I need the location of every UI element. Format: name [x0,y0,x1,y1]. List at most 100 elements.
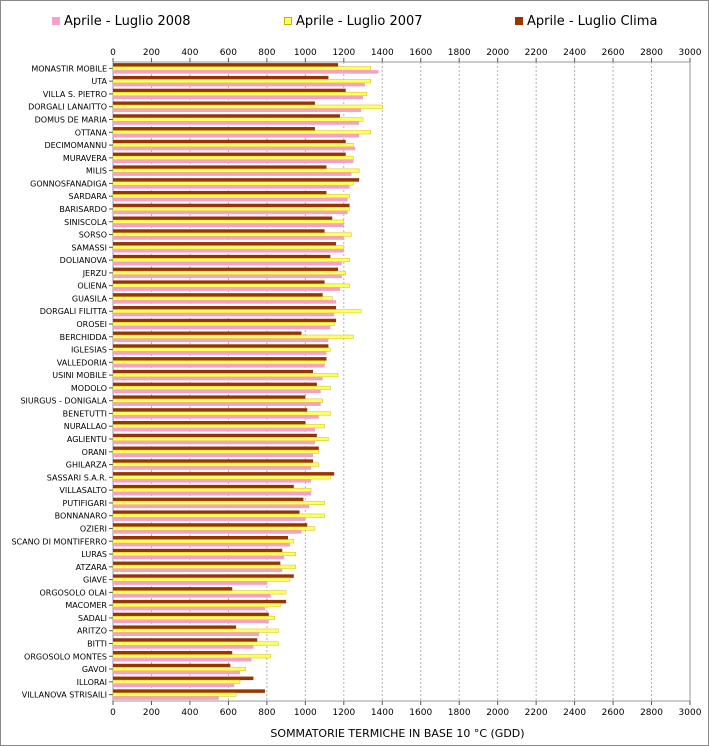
category-label: MODOLO [71,384,107,393]
bar-2008 [113,479,312,483]
bar-2008 [113,134,360,138]
x-tick-label-bottom: 1800 [448,708,471,718]
bar-2007 [112,296,333,301]
category-label: UTA [91,77,107,86]
bar-2008 [113,555,285,560]
bar-2007 [112,232,352,237]
bar-2007 [112,513,325,518]
x-tick-label-top: 2200 [525,48,548,58]
x-tick-label-top: 1600 [409,48,432,58]
bar-clima [113,369,314,374]
bar-2007 [112,411,331,416]
category-label: MURAVERA [63,154,108,163]
category-label: VILLA S. PIETRO [43,90,107,99]
x-tick-label-top: 0 [110,48,116,58]
category-label: VALLEDORIA [57,358,108,367]
bar-clima [113,510,300,514]
category-label: ILLORAI [77,678,107,687]
bar-2007 [112,488,312,493]
x-tick-label-bottom: 3000 [679,708,702,718]
bar-2007 [112,283,350,288]
x-tick-label-top: 1800 [448,48,471,58]
bar-2007 [112,462,320,467]
bar-2007 [112,130,371,135]
bar-2008 [113,504,310,509]
x-tick-label-top: 1200 [332,48,355,58]
bar-2007 [112,437,329,442]
category-label: OROSEI [76,320,107,329]
category-label: OTTANA [75,128,108,137]
legend-swatch-clima [515,17,523,25]
bar-2008 [113,261,342,266]
bar-2007 [112,679,241,684]
x-tick-label-top: 400 [181,48,198,58]
bar-clima [113,229,325,233]
bar-clima [113,267,339,272]
bar-clima [113,587,233,591]
bar-clima [113,676,254,681]
legend-label-clima: Aprile - Luglio Clima [527,13,658,29]
category-label: PUTIFIGARI [63,499,107,508]
x-tick-label-top: 3000 [679,48,702,58]
bar-clima [113,203,350,208]
x-tick-label-bottom: 800 [258,708,275,718]
x-tick-label-bottom: 1400 [371,708,394,718]
category-label: SAMASSI [71,243,107,252]
x-tick-label-top: 2000 [486,48,509,58]
bar-2008 [113,427,315,432]
bar-2007 [112,194,350,199]
category-label: SARDARA [69,192,108,201]
bar-2008 [113,491,312,496]
bar-2008 [113,683,235,688]
bar-2008 [113,453,314,458]
bar-2007 [112,66,371,71]
bar-2008 [113,159,354,164]
category-label: MONASTIR MOBILE [31,64,107,73]
bar-2008 [113,440,315,445]
category-label: SINISCOLA [64,218,107,227]
category-label: ARITZO [77,627,107,636]
bar-2008 [113,658,252,662]
bar-2008 [113,619,269,624]
bar-2008 [113,645,254,649]
legend-swatch-2008 [52,17,60,25]
bar-clima [113,548,283,553]
bar-2007 [112,321,335,326]
bar-clima [113,254,331,259]
bar-2007 [112,692,237,697]
bar-2007 [112,398,323,403]
bar-2008 [113,606,265,611]
bar-2008 [113,185,350,189]
bar-2007 [112,552,296,557]
bar-clima [113,523,308,527]
category-label: USINI MOBILE [52,371,107,380]
bar-2008 [113,274,342,279]
bar-clima [113,408,308,412]
bar-clima [113,497,304,502]
bar-clima [113,382,317,387]
bar-2008 [113,670,240,675]
bar-2008 [113,338,329,343]
bar-2007 [112,155,354,160]
bar-clima [113,242,337,246]
bar-clima [113,599,287,604]
bar-clima [113,459,314,463]
bar-clima [113,625,237,629]
category-label: AGLIENTU [67,435,107,444]
x-tick-label-bottom: 400 [181,708,198,718]
category-label: VILLANOVA STRISAILI [22,691,107,700]
category-label: SASSARI S.A.R. [47,473,107,482]
bar-2007 [112,539,295,544]
bar-2007 [112,360,325,365]
bar-2007 [112,168,360,173]
bar-2008 [113,325,331,330]
bar-2007 [112,219,345,224]
x-tick-label-top: 200 [143,48,160,58]
category-label: GAVOI [82,665,107,674]
bar-2008 [113,351,327,355]
bar-2007 [112,577,291,582]
bar-clima [113,357,327,361]
bar-2008 [113,696,219,700]
bar-2007 [112,245,345,250]
